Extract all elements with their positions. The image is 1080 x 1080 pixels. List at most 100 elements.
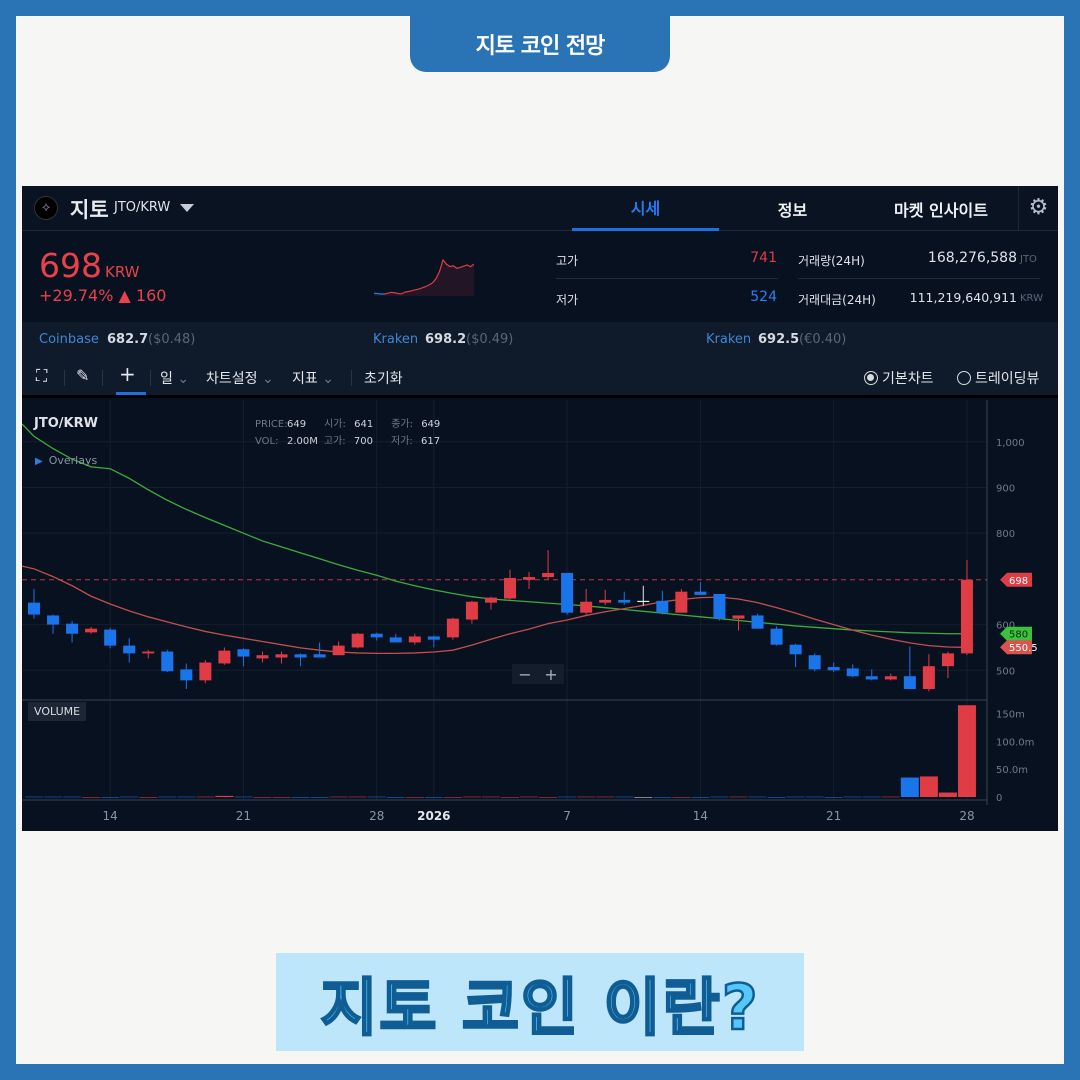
indicators-label: 지표 <box>292 371 318 387</box>
candle <box>827 662 840 673</box>
y-tick-label: 900 <box>996 483 1015 494</box>
divider <box>102 370 103 386</box>
tab-market-insight[interactable]: 마켓 인사이트 <box>894 200 988 220</box>
candle <box>351 632 364 649</box>
volume-bar <box>291 797 310 798</box>
radio-selected-icon <box>864 371 878 385</box>
pencil-icon[interactable]: ✎ <box>76 366 90 385</box>
candle-body <box>561 572 574 613</box>
candle <box>713 593 726 621</box>
candle <box>199 660 212 684</box>
reset-button[interactable]: 초기화 <box>364 371 403 387</box>
x-tick-label: 14 <box>103 809 118 823</box>
basic-chart-label: 기본차트 <box>882 371 934 387</box>
exchange-name[interactable]: Kraken <box>373 332 419 347</box>
candle-body <box>675 591 688 613</box>
candle-body <box>941 653 954 667</box>
zoom-in-button[interactable]: + <box>544 664 558 684</box>
candle-body <box>332 645 345 656</box>
volume-bar <box>120 796 139 798</box>
candle <box>104 627 117 649</box>
candle <box>408 633 421 645</box>
exchange-usd-price: ($0.48) <box>148 332 196 347</box>
candle <box>370 632 383 641</box>
divider <box>150 370 151 386</box>
price-change: +29.74% ▲ 160 <box>39 286 167 305</box>
exchange-name[interactable]: Kraken <box>706 332 752 347</box>
volume-24h-label: 거래량(24H) <box>798 254 865 268</box>
amount-24h-value: 111,219,640,911 <box>909 290 1017 305</box>
candle <box>808 653 821 672</box>
exchange-price: 682.7 <box>107 332 149 347</box>
price-unit: KRW <box>105 263 140 281</box>
price-marker-tag <box>1000 626 1032 641</box>
coin-name: 지토 <box>70 198 109 222</box>
volume-bar <box>196 796 215 798</box>
volume-bar <box>615 796 634 798</box>
open-label: 시가: <box>324 419 346 430</box>
volume-bar <box>443 797 462 798</box>
candle-body <box>294 654 307 658</box>
candle-body <box>370 633 383 638</box>
candle-body <box>313 654 326 658</box>
volume-bar <box>729 796 748 798</box>
candlestick-chart-svg[interactable]: 500 600 800 900 1,000 0 50.0m 100.0m 150m 14 21 28 2… <box>22 400 1058 831</box>
candle <box>47 614 60 634</box>
volume-bar <box>672 797 691 798</box>
candle-body <box>142 651 155 654</box>
overlays-toggle[interactable]: ▶ Overlays <box>35 454 97 467</box>
zoom-out-button[interactable]: − <box>518 664 532 684</box>
volume-bar <box>481 796 500 798</box>
tab-quote[interactable]: 시세 <box>572 186 719 231</box>
chevron-down-icon: ⌄ <box>322 371 334 387</box>
candle-body <box>694 591 707 595</box>
candle <box>580 588 593 615</box>
tradingview-radio[interactable]: 트레이딩뷰 <box>957 368 1039 388</box>
exchange-name[interactable]: Coinbase <box>39 332 99 347</box>
candle <box>599 589 612 605</box>
sparkline-down-segment <box>374 292 385 295</box>
fullscreen-icon[interactable]: ⛶ <box>36 366 48 385</box>
candle-body <box>427 636 440 640</box>
price-chart[interactable]: 500 600 800 900 1,000 0 50.0m 100.0m 150m 14 21 28 2… <box>22 400 1058 831</box>
period-dropdown[interactable]: 일 ⌄ <box>160 368 189 388</box>
candle <box>465 600 478 624</box>
crosshair-icon[interactable]: + <box>116 362 146 395</box>
sparkline-up-segment <box>384 258 474 295</box>
x-tick-label: 21 <box>826 809 841 823</box>
candle-body <box>28 602 40 615</box>
exchange-prices: Coinbase 682.7 ($0.48) Kraken 698.2 ($0.… <box>22 322 1058 358</box>
candle <box>542 550 555 580</box>
price-marker-label: 550.5 <box>1009 643 1038 654</box>
candle-body <box>960 579 973 654</box>
banner-title: 지토 코인 이란? <box>319 970 760 1046</box>
tab-info[interactable]: 정보 <box>777 200 808 220</box>
candle-body <box>751 615 764 629</box>
low-label: 저가: <box>391 436 413 447</box>
chart-settings-label: 차트설정 <box>206 371 258 387</box>
volume-bar <box>63 796 82 798</box>
banner: 지토 코인 이란? <box>276 953 804 1051</box>
price-marker: 550.5 <box>1000 640 1038 655</box>
indicators-dropdown[interactable]: 지표 ⌄ <box>292 368 334 388</box>
price-marker-tag <box>1000 572 1032 587</box>
chevron-down-icon: ⌄ <box>177 371 190 387</box>
candle <box>656 590 669 615</box>
candle-body <box>618 599 631 603</box>
candle-body <box>713 593 726 619</box>
pair-dropdown-caret-icon[interactable] <box>180 204 194 212</box>
exchange-eur-price: (€0.40) <box>799 332 847 347</box>
settings-gear-icon[interactable]: ⚙ <box>1018 186 1058 231</box>
candle <box>123 638 136 663</box>
volume-bar <box>253 797 272 798</box>
candle-body <box>599 599 612 603</box>
low-value: 617 <box>421 436 441 447</box>
volume-bar <box>805 796 824 798</box>
chart-settings-dropdown[interactable]: 차트설정 ⌄ <box>206 368 274 388</box>
y-tick-label: 800 <box>996 529 1015 540</box>
trading-panel: ⟡ 지토 JTO/KRW 시세 정보 마켓 인사이트 ⚙ 698 KRW +29.… <box>22 186 1058 831</box>
basic-chart-radio[interactable]: 기본차트 <box>864 368 934 388</box>
sparkline-area <box>374 260 474 296</box>
low-value: 524 <box>750 289 777 305</box>
candle <box>504 569 516 600</box>
